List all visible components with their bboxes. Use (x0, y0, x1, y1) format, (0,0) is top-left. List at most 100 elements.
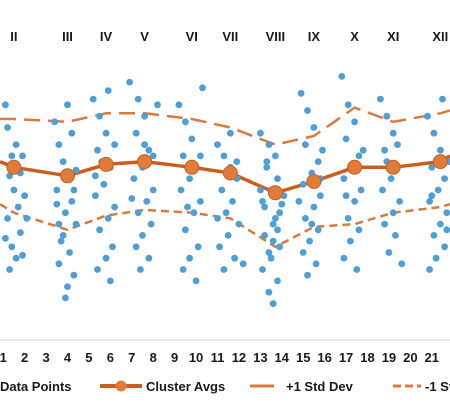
cluster-avg-marker-ii (6, 159, 22, 175)
data-point-119 (276, 243, 283, 251)
data-point-44 (100, 180, 108, 188)
data-point-179 (392, 232, 399, 239)
data-point-4 (10, 186, 18, 194)
data-point-79 (179, 152, 187, 160)
data-point-159 (340, 175, 348, 183)
data-point-132 (263, 158, 271, 166)
data-point-41 (102, 129, 110, 137)
cluster-avg-marker-iv (98, 156, 114, 172)
data-point-171 (389, 129, 397, 137)
cluster-labels: II III IV V VI VII VIII IX X XI XII (10, 29, 448, 44)
cluster-avg-marker-viii (267, 185, 283, 201)
data-point-92 (197, 152, 204, 160)
data-point-86 (194, 243, 202, 251)
x-tick-label-20: 20 (403, 350, 417, 365)
data-point-150 (295, 198, 303, 205)
data-point-15 (2, 234, 9, 242)
data-point-111 (272, 152, 279, 160)
cluster-avg-markers (6, 154, 448, 201)
cluster-label-ix: IX (308, 29, 321, 44)
cluster-label-xii: XII (432, 29, 448, 44)
data-point-130 (265, 249, 273, 256)
data-point-190 (426, 198, 433, 205)
data-point-172 (381, 146, 388, 154)
data-point-175 (379, 186, 386, 194)
data-point-90 (199, 84, 206, 92)
data-point-136 (310, 124, 318, 131)
x-tick-label-10: 10 (189, 350, 203, 365)
data-point-65 (143, 198, 151, 205)
x-tick-label-17: 17 (339, 350, 353, 365)
data-point-45 (92, 192, 99, 200)
data-point-49 (109, 243, 116, 251)
legend-avg-swatch-marker (115, 380, 127, 392)
cluster-label-vi: VI (186, 29, 198, 44)
data-point-156 (342, 135, 350, 143)
data-point-161 (351, 198, 358, 205)
x-tick-label-21: 21 (425, 350, 439, 365)
data-point-151 (308, 220, 316, 228)
data-point-112 (263, 163, 271, 171)
legend: Data Points Cluster Avgs +1 Std Dev -1 S… (0, 379, 450, 394)
data-point-60 (132, 129, 140, 137)
data-point-155 (351, 118, 358, 126)
data-point-123 (265, 288, 273, 296)
data-point-103 (231, 254, 239, 262)
x-tick-label-8: 8 (150, 350, 157, 365)
data-point-39 (89, 95, 97, 103)
data-point-170 (383, 112, 391, 120)
data-point-148 (304, 271, 311, 279)
data-point-18 (51, 118, 58, 126)
cluster-avg-marker-xi (385, 159, 401, 175)
data-point-118 (261, 232, 268, 239)
data-point-26 (57, 237, 65, 245)
data-point-66 (134, 209, 142, 217)
data-point-5 (14, 203, 22, 211)
data-point-128 (261, 203, 268, 211)
data-point-113 (274, 175, 281, 183)
data-point-83 (197, 198, 204, 205)
data-point-192 (437, 220, 444, 228)
data-point-52 (107, 277, 114, 285)
data-point-56 (104, 87, 112, 94)
cluster-avg-marker-xii (432, 154, 448, 170)
data-point-102 (216, 243, 224, 251)
data-point-72 (154, 101, 161, 109)
data-point-140 (299, 180, 307, 188)
data-point-22 (53, 186, 61, 194)
data-point-181 (398, 260, 406, 268)
cluster-label-xi: XI (387, 29, 399, 44)
data-point-1 (4, 124, 11, 131)
data-point-153 (338, 73, 346, 80)
data-point-122 (274, 277, 281, 285)
x-tick-label-11: 11 (211, 350, 225, 365)
plus-std-dev-line (0, 106, 450, 146)
data-point-64 (149, 186, 157, 194)
data-point-167 (359, 146, 367, 154)
data-point-110 (265, 141, 273, 149)
data-point-178 (381, 220, 388, 228)
data-point-46 (111, 203, 118, 211)
data-point-48 (96, 226, 103, 234)
data-point-163 (355, 226, 363, 234)
x-tick-label-18: 18 (360, 350, 374, 365)
data-point-187 (428, 163, 436, 171)
legend-label-plus-std-dev: +1 Std Dev (286, 379, 354, 394)
data-point-107 (239, 260, 247, 268)
cluster-avg-marker-vii (222, 165, 238, 181)
data-point-174 (387, 175, 395, 183)
data-point-71 (137, 266, 144, 273)
x-tick-label-19: 19 (382, 350, 396, 365)
data-point-28 (55, 260, 63, 268)
data-point-23 (68, 198, 76, 205)
cluster-avg-marker-x (347, 159, 363, 175)
data-point-75 (141, 141, 149, 149)
data-point-109 (257, 129, 264, 137)
legend-label-cluster-avgs: Cluster Avgs (146, 379, 225, 394)
data-point-199 (428, 192, 436, 200)
data-point-145 (306, 237, 313, 245)
x-tick-label-15: 15 (296, 350, 310, 365)
data-point-138 (314, 158, 322, 166)
x-tick-label-7: 7 (128, 350, 135, 365)
data-point-183 (394, 141, 401, 149)
